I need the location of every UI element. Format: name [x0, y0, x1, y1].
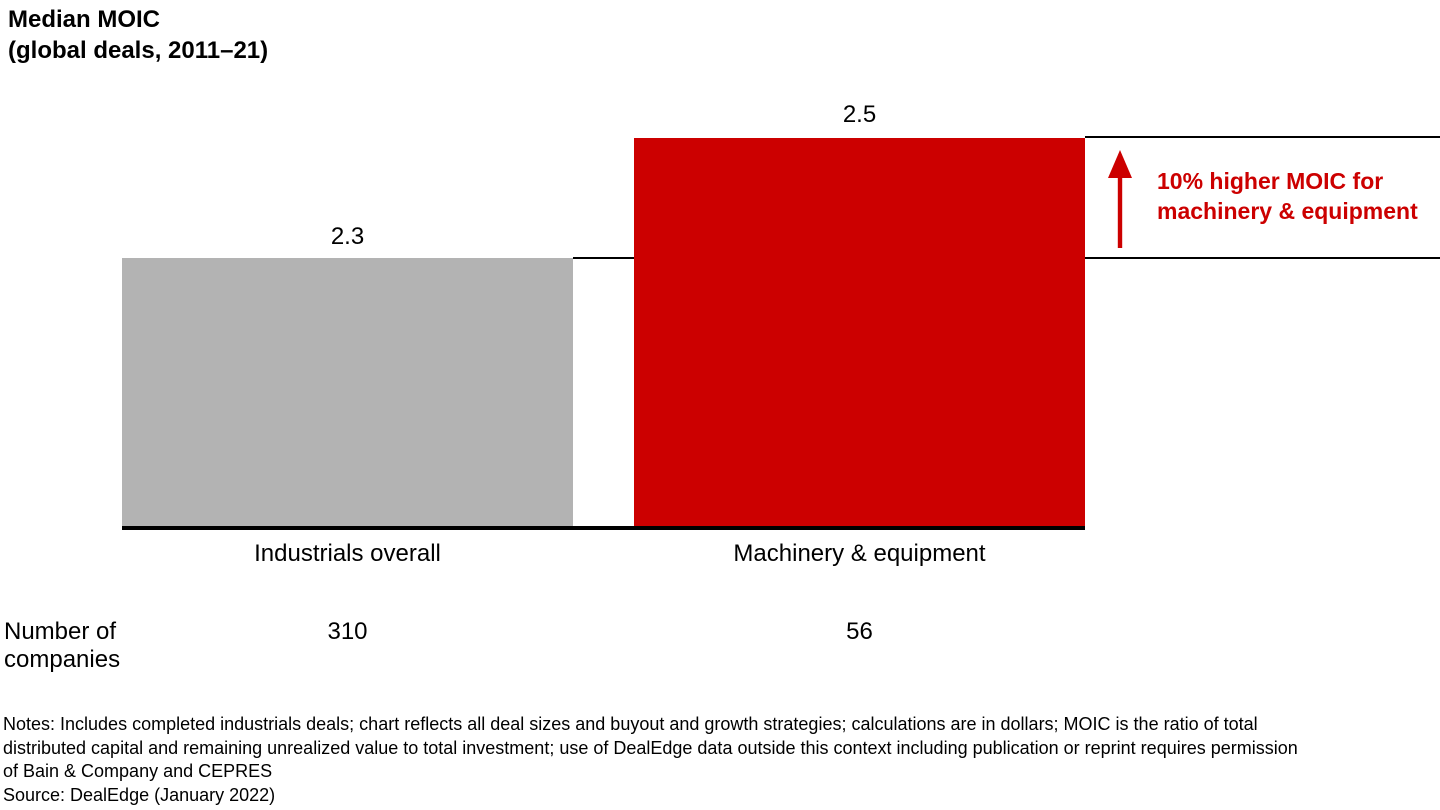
- companies-row-label-line1: Number of: [4, 618, 117, 645]
- annotation-line1: 10% higher MOIC for: [1157, 168, 1384, 194]
- note-line-3: of Bain & Company and CEPRES: [3, 761, 273, 781]
- chart-title-line2: (global deals, 2011–21): [8, 37, 269, 64]
- footnotes: Notes: Includes completed industrials de…: [3, 713, 1440, 807]
- companies-count-industrials: 310: [327, 618, 368, 645]
- x-axis-line: [122, 526, 1085, 530]
- bar-machinery-equipment: [634, 138, 1085, 527]
- note-line-2: distributed capital and remaining unreal…: [3, 737, 1298, 758]
- chart-title-line1: Median MOIC: [8, 6, 161, 33]
- level-line-2-3-right: [1085, 257, 1440, 259]
- annotation-line2: machinery & equipment: [1157, 198, 1418, 224]
- companies-count-machinery: 56: [846, 618, 873, 645]
- level-line-2-3-between-bars: [573, 257, 634, 259]
- companies-row-label: Number of companies: [4, 618, 120, 674]
- note-line-1: Notes: Includes completed industrials de…: [3, 714, 1258, 734]
- bar-industrials-overall: [122, 258, 573, 527]
- companies-row-label-line2: companies: [4, 646, 121, 673]
- chart-title: Median MOIC (global deals, 2011–21): [8, 4, 268, 66]
- level-line-2-5-right: [1085, 136, 1440, 138]
- category-label-industrials: Industrials overall: [254, 540, 441, 567]
- value-label-machinery: 2.5: [842, 101, 877, 128]
- up-arrow-icon: [1108, 150, 1132, 248]
- annotation-text: 10% higher MOIC for machinery & equipmen…: [1157, 166, 1418, 226]
- source-line: Source: DealEdge (January 2022): [3, 784, 276, 805]
- category-label-machinery: Machinery & equipment: [733, 540, 986, 567]
- value-label-industrials: 2.3: [330, 223, 365, 250]
